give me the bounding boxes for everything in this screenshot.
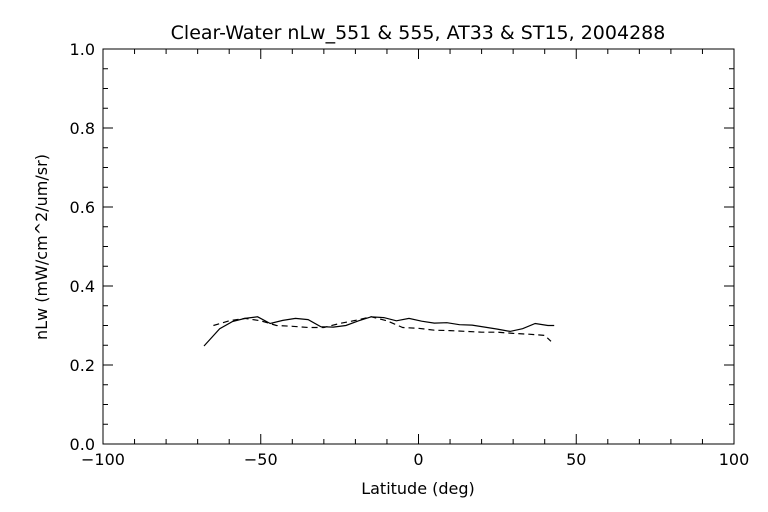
y-tick-label: 0.4	[70, 277, 95, 296]
y-tick-label: 1.0	[70, 40, 95, 59]
series-line-solid	[203, 316, 555, 347]
series-group	[203, 316, 555, 347]
tick-labels: −100 −50 0 50 100 0.0 0.2 0.4 0.6 0.8 1.0	[70, 40, 750, 469]
y-tick-label: 0.6	[70, 198, 95, 217]
x-tick-label: 100	[719, 450, 750, 469]
y-tick-label: 0.2	[70, 356, 95, 375]
plot-frame	[102, 48, 735, 445]
x-axis-label: Latitude (deg)	[361, 479, 475, 498]
chart-title: Clear-Water nLw_551 & 555, AT33 & ST15, …	[171, 22, 666, 44]
y-tick-label: 0.8	[70, 119, 95, 138]
x-tick-label: 50	[566, 450, 586, 469]
axis-ticks	[102, 48, 735, 445]
x-tick-label: 0	[413, 450, 423, 469]
y-tick-label: 0.0	[70, 435, 95, 454]
y-axis-label: nLw (mW/cm^2/um/sr)	[32, 154, 51, 340]
x-tick-label: −100	[81, 450, 125, 469]
x-tick-label: −50	[244, 450, 278, 469]
series-line-dashed	[213, 316, 552, 342]
